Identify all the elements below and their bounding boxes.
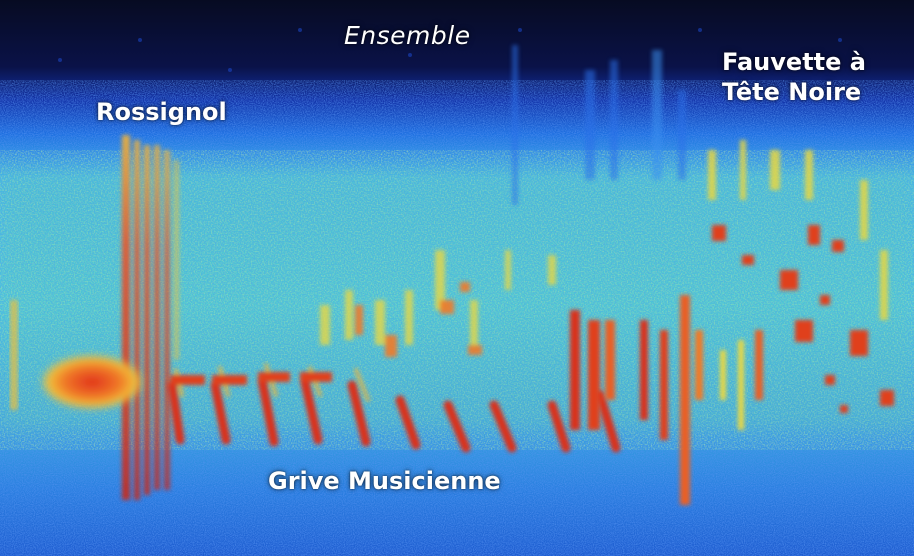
rossignol-pillars — [122, 135, 179, 500]
mid-marks — [320, 250, 556, 357]
grive-notes — [167, 363, 621, 453]
fauvette-marks — [708, 140, 894, 413]
fauvette-label-line2: Tête Noire — [722, 78, 862, 106]
ensemble-label: Ensemble — [344, 21, 471, 50]
rossignol-label: Rossignol — [96, 98, 227, 126]
fauvette-label: Fauvette à Tête Noire — [722, 47, 866, 107]
right-bars — [570, 295, 763, 505]
grive-label: Grive Musicienne — [268, 467, 501, 495]
fauvette-label-line1: Fauvette à — [722, 48, 866, 76]
